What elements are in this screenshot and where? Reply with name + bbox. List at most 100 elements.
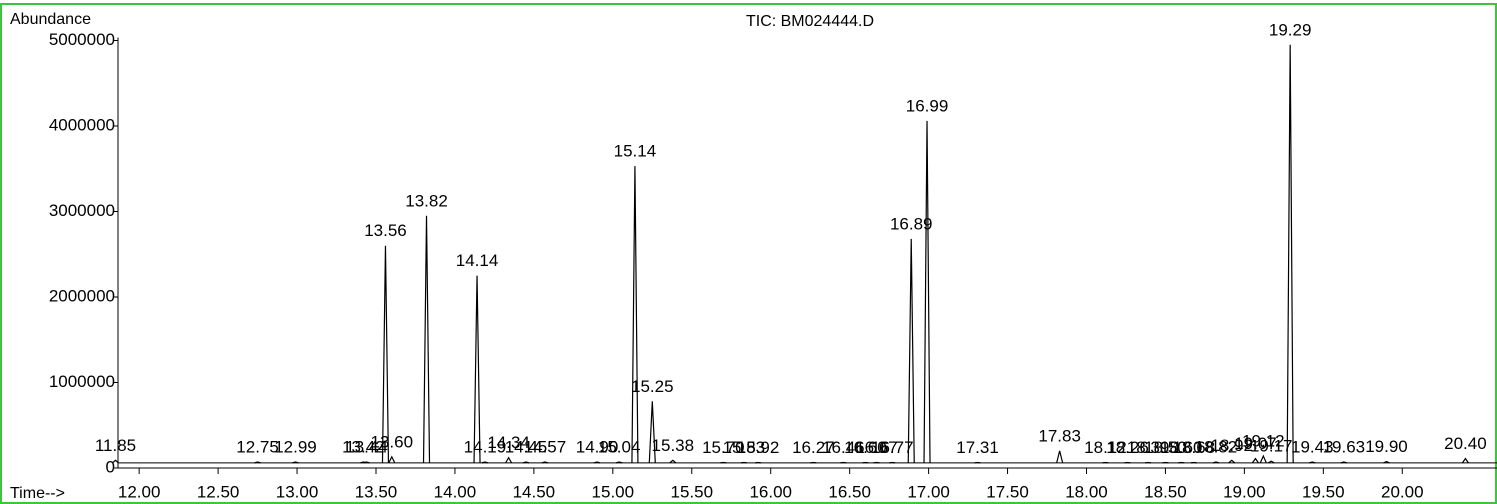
peak-label: 12.75 bbox=[236, 437, 279, 456]
peak bbox=[1056, 450, 1064, 464]
peak bbox=[381, 245, 390, 463]
peak bbox=[522, 461, 530, 464]
peak bbox=[1461, 457, 1469, 464]
x-tick-label: 18.00 bbox=[1065, 482, 1108, 501]
peak-label: 11.85 bbox=[95, 436, 136, 455]
peak-label: 14.90 bbox=[576, 437, 619, 456]
x-tick-label: 20.00 bbox=[1381, 482, 1424, 501]
peak-label: 15.83 bbox=[723, 438, 766, 457]
peak bbox=[292, 461, 299, 464]
peak bbox=[112, 459, 119, 464]
peak-label: 14.34 bbox=[487, 433, 530, 452]
peak-label: 16.60 bbox=[844, 438, 887, 457]
peak bbox=[388, 455, 396, 464]
peak bbox=[1251, 457, 1259, 464]
peak-label: 18.92 bbox=[1210, 436, 1253, 455]
peak-label: 14.19 bbox=[464, 437, 507, 456]
peak-label: 12.99 bbox=[274, 437, 317, 456]
y-tick-label: 5000000 bbox=[49, 30, 115, 49]
peak-label: 19.12 bbox=[1242, 432, 1285, 451]
peak-label: 16.46 bbox=[822, 438, 865, 457]
peak-label: 20.40 bbox=[1444, 434, 1487, 453]
y-tick-label: 4000000 bbox=[49, 115, 115, 134]
x-tick-label: 13.00 bbox=[276, 482, 319, 501]
peak-label: 17.83 bbox=[1038, 426, 1081, 445]
x-tick-label: 19.00 bbox=[1223, 482, 1266, 501]
peak-label: 15.04 bbox=[598, 437, 641, 456]
peak bbox=[363, 461, 370, 464]
peak-label: 13.44 bbox=[345, 437, 388, 456]
peak bbox=[505, 456, 513, 464]
peak bbox=[1340, 461, 1348, 464]
peak-label: 13.56 bbox=[364, 221, 407, 240]
peak-label: 15.14 bbox=[614, 142, 657, 161]
x-tick-label: 12.50 bbox=[197, 482, 240, 501]
peak bbox=[923, 120, 931, 463]
x-tick-label: 16.50 bbox=[828, 482, 871, 501]
y-tick-label: 3000000 bbox=[49, 201, 115, 220]
peak-label: 19.43 bbox=[1291, 437, 1334, 456]
peak-label: 15.38 bbox=[652, 436, 695, 455]
x-axis-label: Time--> bbox=[10, 485, 65, 502]
peak-label: 16.27 bbox=[792, 438, 835, 457]
peak-label: 14.45 bbox=[505, 437, 548, 456]
x-tick-label: 12.00 bbox=[118, 482, 161, 501]
peak bbox=[648, 401, 656, 463]
peak-label: 16.67 bbox=[855, 438, 898, 457]
peak-label: 19.63 bbox=[1323, 437, 1366, 456]
peak bbox=[1309, 461, 1316, 464]
peak bbox=[1212, 461, 1220, 464]
x-tick-label: 15.50 bbox=[670, 482, 713, 501]
peak bbox=[669, 459, 677, 464]
peak bbox=[541, 461, 549, 464]
peak-label: 19.29 bbox=[1269, 20, 1312, 39]
peak-label: 18.60 bbox=[1160, 438, 1203, 457]
peak-label: 15.70 bbox=[702, 438, 745, 457]
peak bbox=[481, 461, 489, 464]
peak bbox=[473, 275, 481, 463]
peak-label: 13.60 bbox=[371, 432, 414, 451]
peak-label: 16.89 bbox=[890, 214, 933, 233]
peak-label: 18.12 bbox=[1084, 438, 1127, 457]
peak-label: 13.82 bbox=[405, 191, 448, 210]
peak-label: 16.77 bbox=[871, 438, 914, 457]
x-tick-label: 19.50 bbox=[1302, 482, 1345, 501]
peak bbox=[1286, 44, 1294, 463]
peak-label: 18.50 bbox=[1144, 438, 1187, 457]
peak-label: 19.17 bbox=[1250, 437, 1293, 456]
peak-label: 13.42 bbox=[342, 437, 385, 456]
peak-label: 19.90 bbox=[1365, 437, 1408, 456]
peak-label: 19.07 bbox=[1234, 434, 1277, 453]
peak-label: 15.25 bbox=[631, 377, 674, 396]
peak-label: 18.68 bbox=[1173, 438, 1216, 457]
peak bbox=[593, 461, 601, 464]
peak-label: 18.82 bbox=[1195, 437, 1238, 456]
peak bbox=[1383, 460, 1390, 464]
y-tick-label: 2000000 bbox=[49, 286, 115, 305]
peak bbox=[254, 461, 261, 464]
peak-label: 17.31 bbox=[956, 438, 999, 457]
y-tick-label: 1000000 bbox=[49, 372, 115, 391]
x-tick-label: 15.00 bbox=[592, 482, 635, 501]
peak-label: 18.26 bbox=[1106, 438, 1149, 457]
peak-label: 14.14 bbox=[456, 251, 499, 270]
x-tick-label: 17.00 bbox=[907, 482, 950, 501]
peak bbox=[1259, 454, 1267, 464]
x-tick-label: 14.00 bbox=[434, 482, 477, 501]
x-tick-label: 16.00 bbox=[749, 482, 792, 501]
frame bbox=[0, 3, 1497, 504]
y-tick-label: 0 bbox=[106, 457, 115, 476]
peak bbox=[631, 166, 639, 463]
peak bbox=[615, 461, 623, 464]
peak bbox=[1228, 459, 1236, 464]
peak bbox=[422, 215, 431, 463]
peak-label: 15.92 bbox=[737, 438, 780, 457]
peak bbox=[1267, 460, 1275, 464]
x-tick-label: 14.50 bbox=[513, 482, 556, 501]
y-axis-label: Abundance bbox=[10, 11, 91, 28]
x-tick-label: 18.50 bbox=[1144, 482, 1187, 501]
peak-label: 18.39 bbox=[1127, 438, 1170, 457]
peak bbox=[907, 238, 915, 463]
peak-label: 16.99 bbox=[906, 96, 949, 115]
